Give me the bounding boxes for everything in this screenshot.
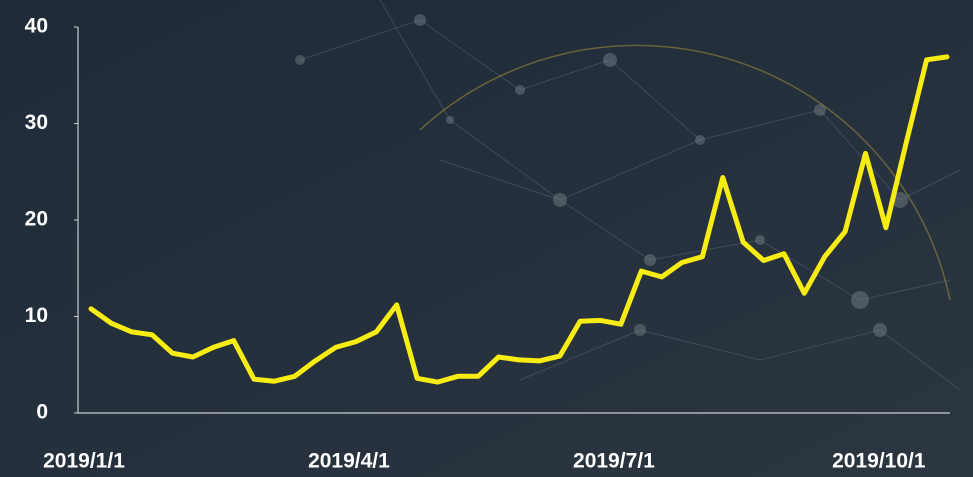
- page: 0 10 20 30 40 2019/1/1 2019/4/1 2019/7/1 2019/10…: [0, 0, 973, 477]
- background: [0, 0, 973, 477]
- y-tick-label: 40: [25, 15, 48, 38]
- y-tick-label: 0: [36, 401, 48, 424]
- y-tick-label: 30: [25, 111, 48, 134]
- y-tick-label: 10: [25, 304, 48, 327]
- chart: 0 10 20 30 40 2019/1/1 2019/4/1 2019/7/1 2019/10…: [0, 0, 973, 477]
- x-tick-label: 2019/1/1: [43, 450, 125, 473]
- x-tick-label: 2019/7/1: [573, 450, 655, 473]
- x-tick-label: 2019/10/1: [832, 450, 926, 473]
- y-tick-label: 20: [25, 208, 48, 231]
- x-tick-label: 2019/4/1: [308, 450, 390, 473]
